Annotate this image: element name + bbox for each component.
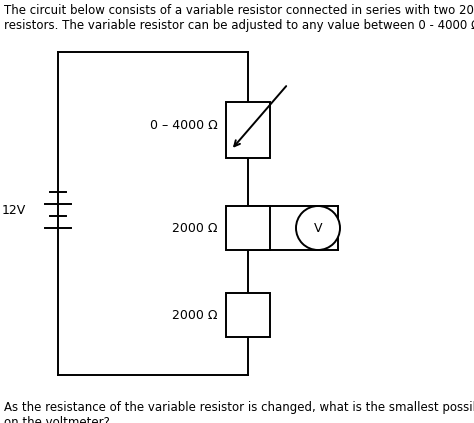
Bar	[226, 293, 270, 337]
Text: V: V	[314, 222, 322, 234]
Text: As the resistance of the variable resistor is changed, what is the smallest poss: As the resistance of the variable resist…	[4, 401, 474, 423]
Circle shape	[296, 206, 340, 250]
Text: 12V: 12V	[2, 203, 26, 217]
Bar	[226, 206, 270, 250]
Text: 2000 Ω: 2000 Ω	[173, 222, 218, 234]
Text: 0 – 4000 Ω: 0 – 4000 Ω	[150, 118, 218, 132]
Text: 2000 Ω: 2000 Ω	[173, 308, 218, 321]
Text: The circuit below consists of a variable resistor connected in series with two 2: The circuit below consists of a variable…	[4, 4, 474, 32]
Bar	[226, 102, 270, 158]
